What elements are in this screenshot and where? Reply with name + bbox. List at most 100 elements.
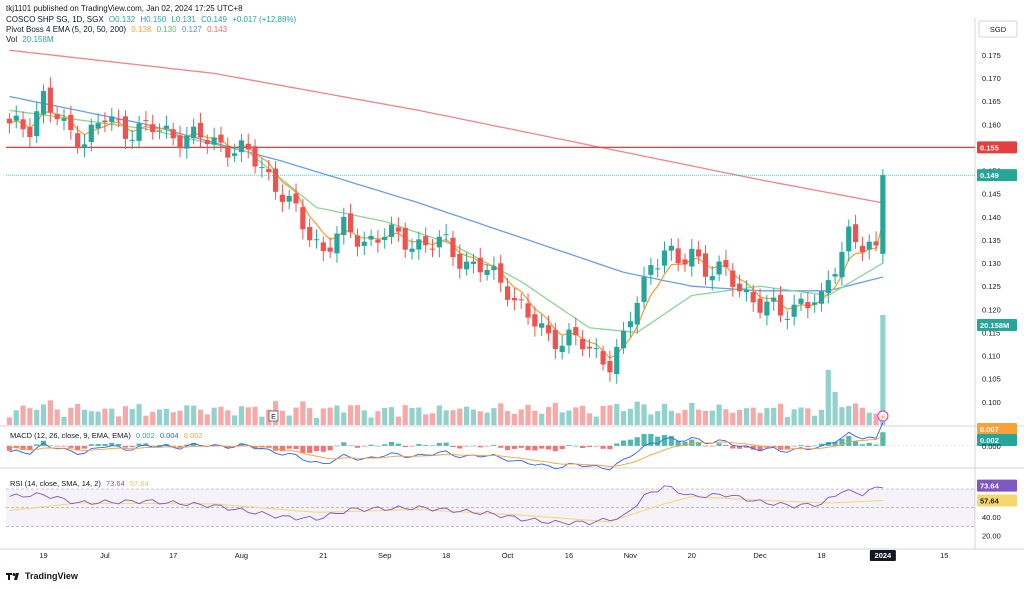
volume-bar [839,407,845,425]
volume-bar [95,411,101,425]
x-tick-label: Nov [624,551,638,560]
volume-bar [798,407,804,425]
volume-bar [156,409,163,425]
candle-body [327,247,333,252]
candle-body [388,224,395,237]
macd-hist-bar [313,445,320,452]
candle-body [27,127,33,138]
macd-hist-bar [211,444,217,446]
macd-hist-bar [156,444,163,446]
candle-body [266,169,272,173]
volume-bar [450,410,456,425]
volume-bar [832,392,838,425]
candle-body [859,245,865,253]
macd-zero-label: 0.000 [982,442,1001,451]
volume-bar [47,400,53,425]
volume-bar [750,407,756,425]
candle-body [880,175,886,254]
candle-body [675,248,681,264]
volume-bar [170,412,176,425]
macd-hist-bar [6,445,13,451]
macd-hist-bar [279,445,285,452]
vol-label[interactable]: Vol [6,35,18,44]
candle-body [852,224,859,243]
price-tick-label: 0.100 [982,398,1001,407]
tradingview-logo[interactable]: TradingView [6,571,78,581]
rsi-sma-line [9,495,883,523]
macd-hist-bar [498,445,504,448]
candle-body [552,329,558,350]
volume-bar [129,409,135,425]
macd-hist-bar [586,445,593,448]
candle-body [736,283,743,292]
open-value: O0.132 [108,15,136,24]
macd-hist-bar [102,443,108,446]
x-tick-label: Sep [378,551,391,560]
candle-body [238,140,245,153]
symbol-label[interactable]: COSCO SHP SG, 1D, SGX [6,15,104,24]
macd-hist-bar [423,445,429,446]
price-tick-label: 0.145 [982,190,1001,199]
macd-hist-bar [709,445,715,447]
macd-hist-bar [791,445,797,447]
volume-bar [859,407,865,425]
volume-bar [552,402,558,425]
candle-body [150,124,156,133]
rsi-label[interactable]: RSI (14, close, SMA, 14, 2) [10,479,101,488]
candle-body [641,276,647,302]
price-tick-label: 0.175 [982,51,1001,60]
volume-bar [327,407,333,425]
volume-bar [6,417,13,425]
price-tick-label: 0.160 [982,120,1001,129]
ema-label[interactable]: Pivot Boss 4 EMA (5, 20, 50, 200) [6,25,127,34]
macd-label[interactable]: MACD (12, 26, close, 9, EMA, EMA) [10,431,131,440]
macd-hist-bar [757,445,763,451]
candle-body [313,239,320,241]
volume-bar [54,409,60,425]
candle-body [143,120,149,122]
macd-hist-bar [368,444,374,446]
rsi-badge: 73.64 [980,482,1000,491]
macd-hist-bar [34,444,40,446]
macd-hist-bar [300,445,306,453]
candle-body [334,233,340,254]
rsi-line [9,485,883,526]
macd-hist-bar [327,445,333,451]
price-tick-label: 0.105 [982,375,1001,384]
macd-hist-bar [348,445,354,447]
volume-bar [204,414,210,425]
volume-badge-bg [977,319,1017,331]
macd-hist-bar [825,442,831,446]
candle-body [498,263,504,283]
volume-bar [443,410,449,425]
volume-bar [197,409,204,425]
volume-bar [423,414,429,425]
volume-bar [498,403,504,425]
x-tick-label: 18 [442,551,450,560]
macd-hist-bar [382,444,388,446]
macd-hist-bar [75,445,81,451]
volume-bar [436,405,442,425]
candle-body [395,227,401,232]
rsi-sma-badge: 57.64 [980,497,1000,506]
x-tick-label: 21 [319,551,327,560]
candle-body [259,167,265,169]
macd-hist-bar [136,443,142,446]
volume-bar [88,411,94,425]
macd-hist-bar [354,445,361,448]
candle-body [354,235,361,247]
volume-bar [238,406,245,425]
macd-hist-bar [600,445,606,449]
volume-bar [539,413,545,425]
volume-bar [293,407,299,425]
candle-body [607,360,613,373]
candle-body [375,239,381,243]
volume-bar [211,407,217,425]
volume-bar [586,413,593,425]
candle-body [156,130,163,132]
volume-bar [518,409,524,425]
published-by: tkj1101 published on TradingView.com, Ja… [6,4,243,13]
volume-bar [464,406,470,425]
vol-value: 20.158M [22,35,54,44]
